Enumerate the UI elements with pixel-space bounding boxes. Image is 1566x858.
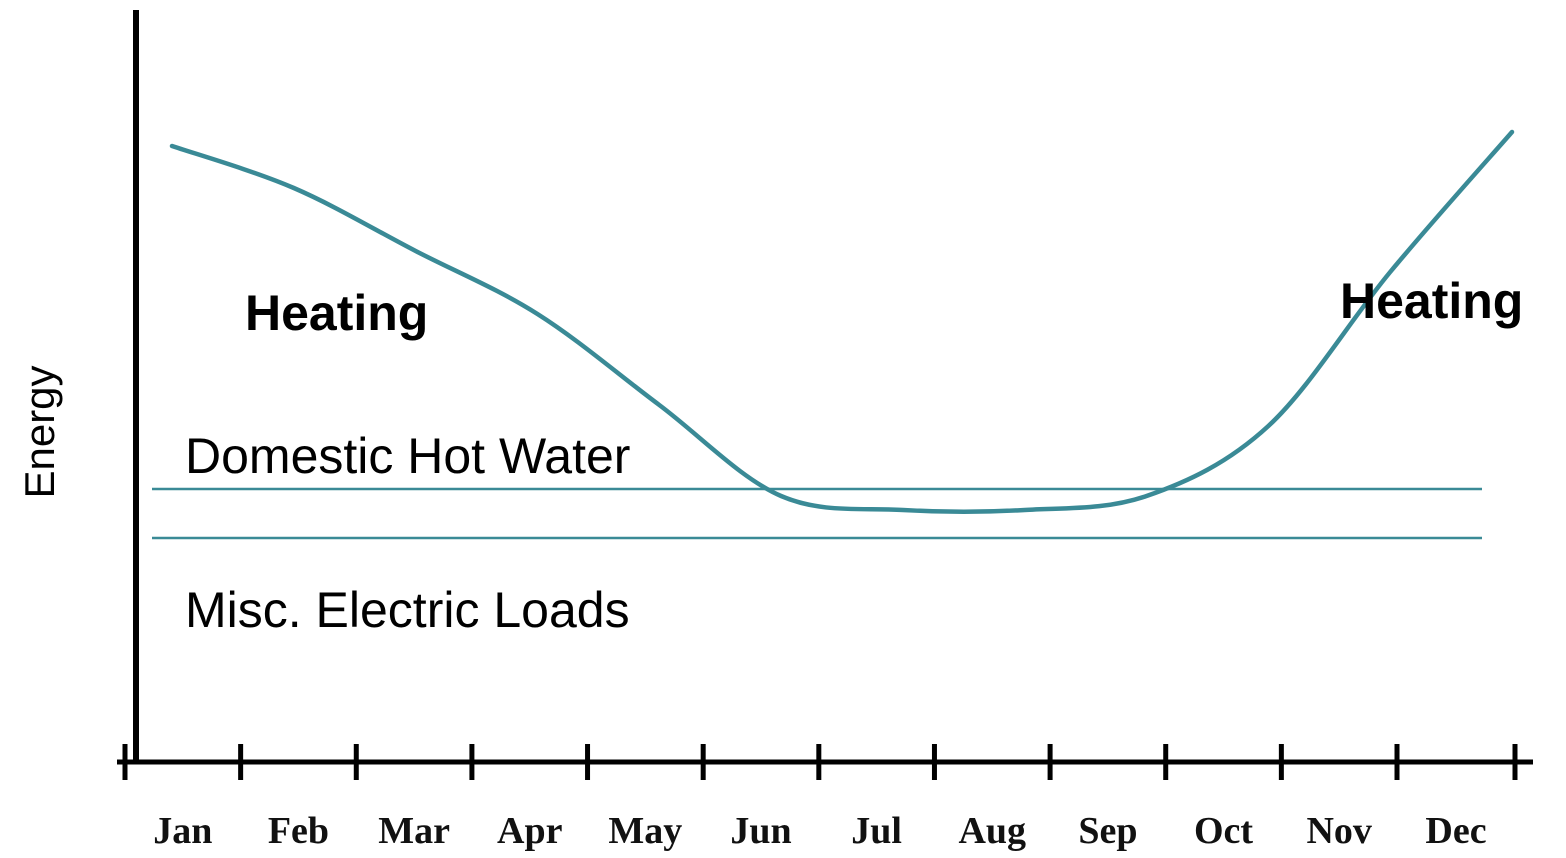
x-tick-label-apr: Apr bbox=[497, 810, 563, 852]
x-tick-label-dec: Dec bbox=[1425, 810, 1486, 852]
x-ticks bbox=[122, 744, 1518, 780]
reference-lines bbox=[152, 487, 1482, 540]
x-tick-label-may: May bbox=[608, 810, 682, 852]
y-axis-label: Energy bbox=[16, 365, 63, 498]
x-tick-label-sep: Sep bbox=[1078, 810, 1137, 852]
x-tick-label-oct: Oct bbox=[1194, 810, 1253, 852]
domestic-hot-water-label: Domestic Hot Water bbox=[185, 428, 630, 484]
misc-electric-loads-label: Misc. Electric Loads bbox=[185, 582, 630, 638]
x-tick-label-mar: Mar bbox=[378, 810, 450, 852]
x-tick-label-jan: Jan bbox=[153, 810, 212, 852]
x-tick-label-jul: Jul bbox=[851, 810, 902, 852]
heating-label-right: Heating bbox=[1340, 273, 1523, 329]
energy-curve bbox=[169, 129, 1515, 514]
x-tick-label-aug: Aug bbox=[958, 810, 1026, 852]
x-tick-label-jun: Jun bbox=[730, 810, 791, 852]
heating-label-left: Heating bbox=[245, 285, 428, 341]
x-tick-label-feb: Feb bbox=[268, 810, 329, 852]
axes bbox=[117, 10, 1533, 765]
x-tick-labels: Jan Feb Mar Apr May Jun Jul Aug Sep Oct Nov Dec bbox=[153, 810, 1486, 852]
x-tick-label-nov: Nov bbox=[1306, 810, 1371, 852]
